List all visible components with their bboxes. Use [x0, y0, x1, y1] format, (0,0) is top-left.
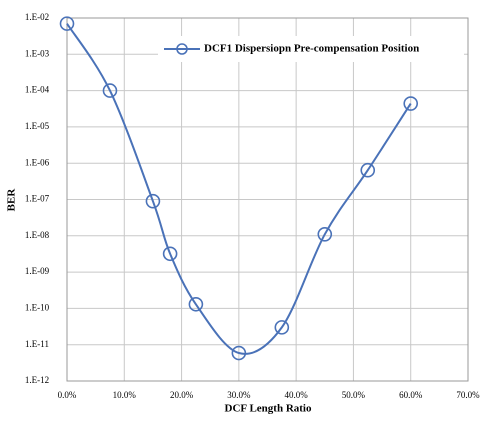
y-tick-label: 1.E-09: [25, 266, 50, 276]
y-tick-label: 1.E-03: [25, 48, 50, 58]
y-tick-label: 1.E-10: [25, 302, 50, 312]
y-tick-label: 1.E-12: [25, 375, 49, 385]
x-tick-label: 50.0%: [342, 390, 366, 400]
y-axis-label: BER: [6, 188, 18, 212]
x-axis-label: DCF Length Ratio: [225, 403, 312, 415]
y-tick-label: 1.E-08: [25, 230, 50, 240]
x-tick-label: 70.0%: [456, 390, 480, 400]
x-tick-label: 30.0%: [227, 390, 251, 400]
data-point: [59, 16, 75, 31]
data-point: [162, 246, 178, 262]
y-tick-label: 1.E-04: [25, 85, 50, 95]
x-tick-label: 0.0%: [58, 390, 77, 400]
x-tick-label: 60.0%: [399, 390, 423, 400]
plot-frame: [66, 17, 469, 382]
data-point: [231, 345, 247, 361]
y-tick-label: 1.E-07: [25, 194, 50, 204]
y-tick-label: 1.E-11: [25, 339, 49, 349]
series-line: [66, 23, 412, 355]
x-tick-label: 20.0%: [170, 390, 194, 400]
legend-box: [158, 36, 464, 62]
y-tick-label: 1.E-06: [25, 157, 50, 167]
data-point: [145, 193, 161, 209]
data-point: [360, 162, 376, 178]
y-tick-label: 1.E-02: [25, 12, 49, 22]
x-tick-label: 40.0%: [285, 390, 309, 400]
data-point: [274, 320, 290, 335]
data-point: [403, 96, 419, 111]
data-point: [102, 83, 118, 98]
y-tick-label: 1.E-05: [25, 121, 50, 131]
data-point: [317, 226, 333, 242]
legend-marker: [176, 43, 188, 55]
legend-label: DCF1 Dispersiopn Pre-compensation Positi…: [204, 43, 419, 55]
data-point: [188, 296, 204, 312]
x-tick-label: 10.0%: [113, 390, 137, 400]
